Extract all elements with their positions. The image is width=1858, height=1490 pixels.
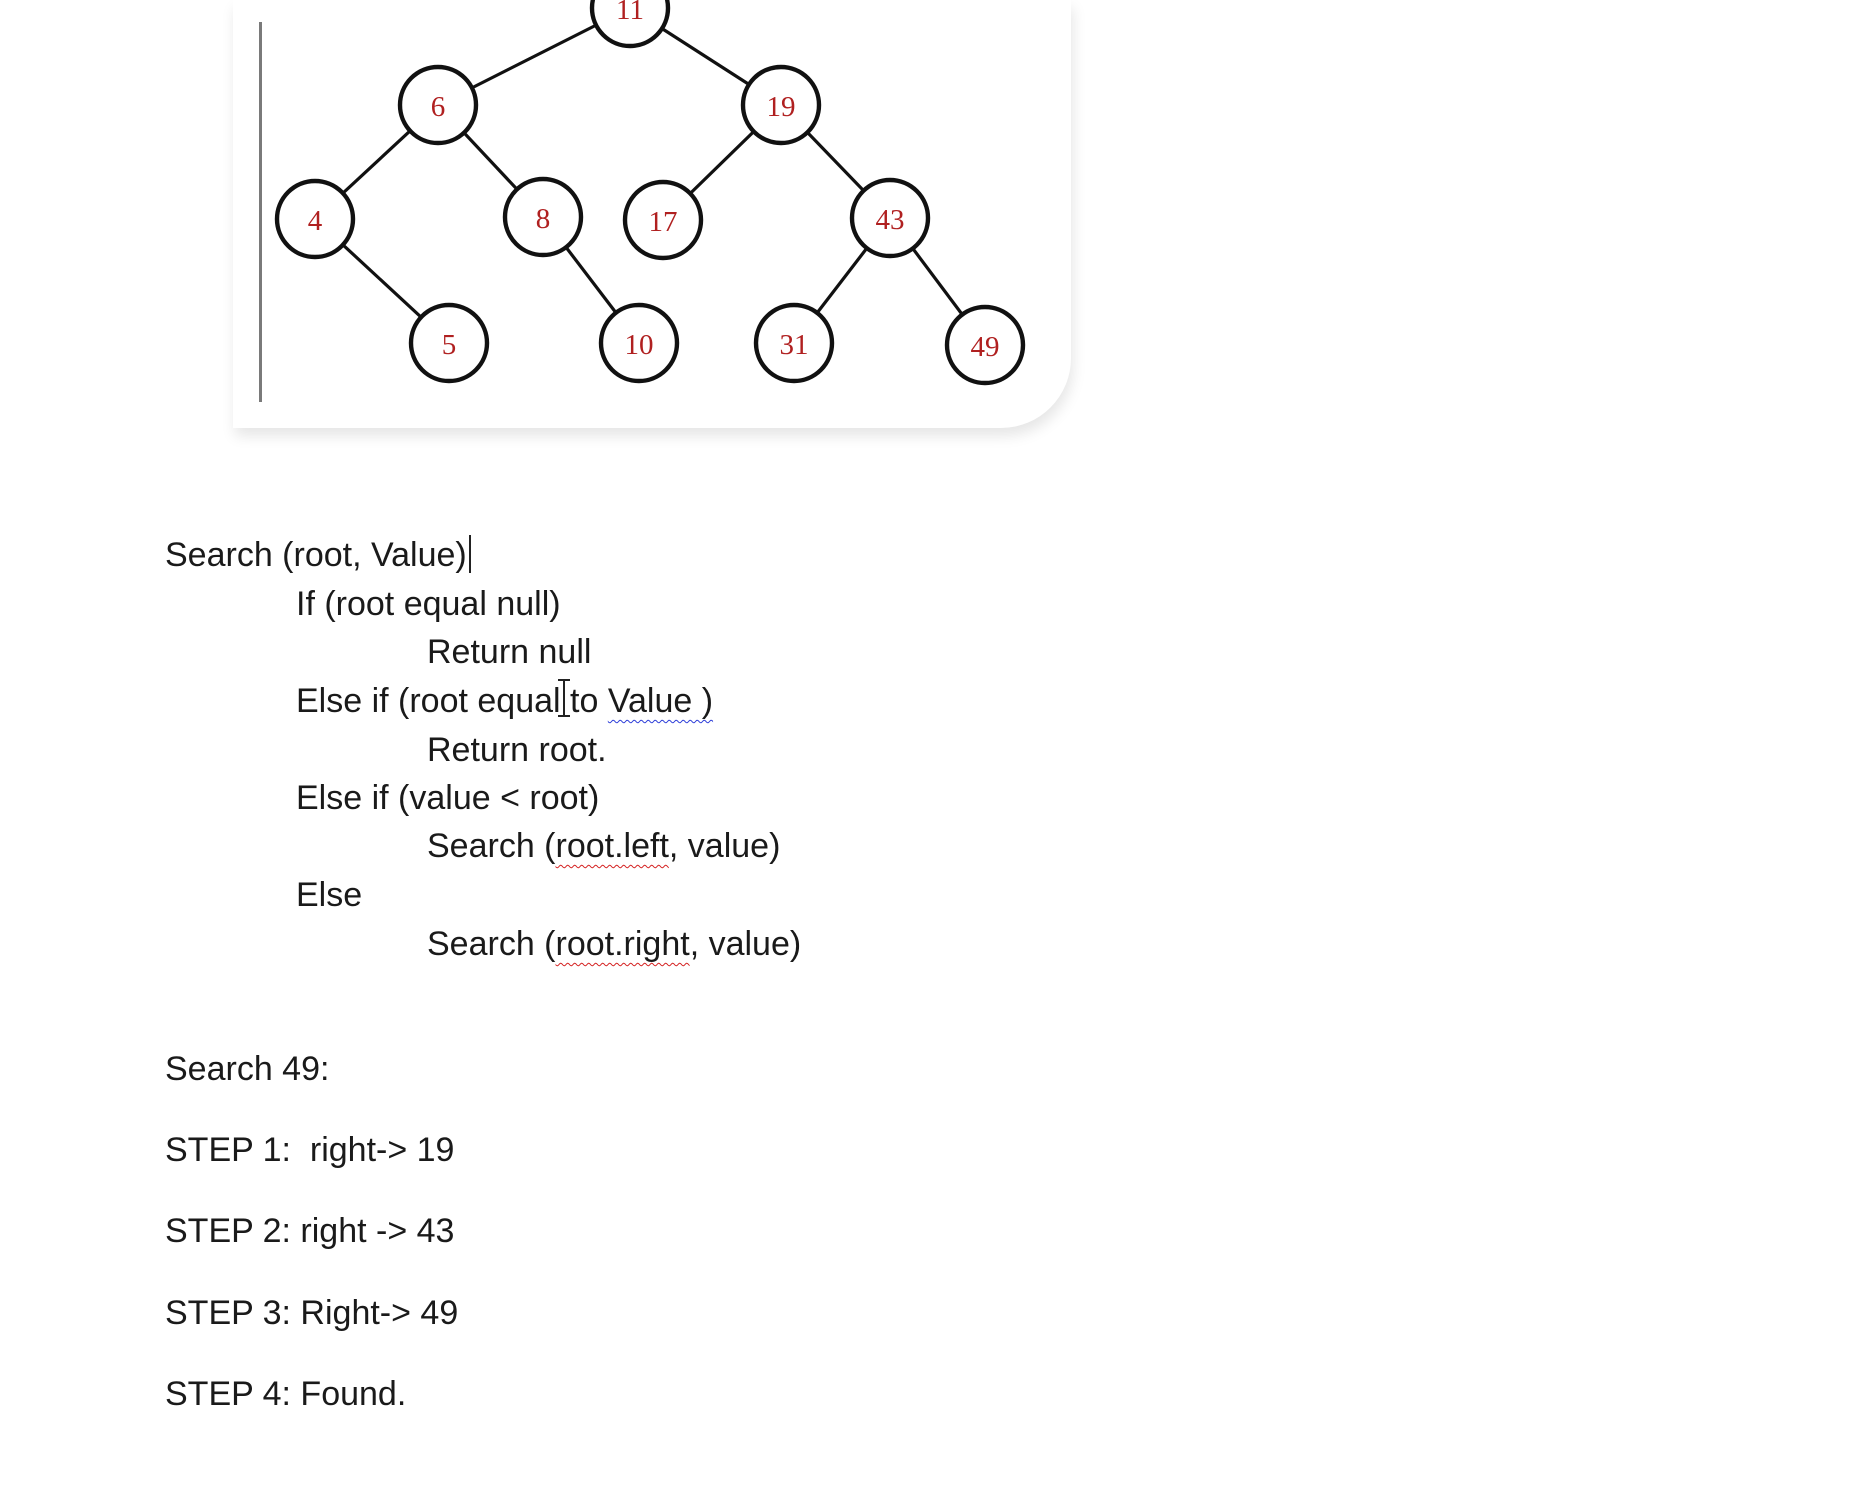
- pseudocode-elseif-equal: Else if (root equal to Value ): [296, 682, 714, 720]
- tree-node-circle: [397, 64, 479, 146]
- tree-node-label: 49: [971, 331, 1000, 363]
- tree-node-49: 49: [944, 304, 1026, 386]
- tree-node-label: 17: [649, 206, 678, 238]
- tree-node-circle: [849, 177, 931, 259]
- tree-node-circle: [408, 302, 490, 384]
- bst-diagram: 11 6 19 4 8 17 43 5 10 31 49: [233, 0, 1071, 428]
- tree-node-11: 11: [589, 0, 671, 49]
- tree-node-label: 43: [876, 204, 905, 236]
- pseudocode-return-null: Return null: [427, 633, 592, 671]
- tree-node-circle: [944, 304, 1026, 386]
- tree-node-label: 6: [431, 91, 446, 123]
- tree-node-4: 4: [274, 178, 356, 260]
- tree-node-8: 8: [502, 176, 584, 258]
- bst-svg: 11 6 19 4 8 17 43 5 10 31 49: [274, 0, 1026, 386]
- example-step-1: STEP 1: right-> 19: [165, 1131, 455, 1169]
- pseudocode-search-right: Search (root.right, value): [427, 925, 802, 963]
- example-step-3: STEP 3: Right-> 49: [165, 1294, 459, 1332]
- tree-node-31: 31: [753, 302, 835, 384]
- spell-flag-root-right: root.right: [555, 925, 690, 963]
- pseudocode-signature: Search (root, Value): [165, 535, 471, 575]
- tree-node-circle: [274, 178, 356, 260]
- pseudocode-elseif-less: Else if (value < root): [296, 779, 600, 817]
- tree-node-circle: [753, 302, 835, 384]
- tree-node-6: 6: [397, 64, 479, 146]
- tree-node-17: 17: [622, 179, 704, 261]
- text-caret: [468, 535, 471, 573]
- pseudocode-if-null: If (root equal null): [296, 585, 561, 623]
- figure-left-rule: [259, 22, 262, 402]
- tree-node-label: 19: [767, 91, 796, 123]
- tree-node-circle: [502, 176, 584, 258]
- ibeam-cursor-icon: [556, 678, 572, 718]
- tree-node-19: 19: [740, 64, 822, 146]
- grammar-flag-value: Value ): [607, 682, 714, 720]
- tree-node-label: 4: [308, 205, 323, 237]
- tree-node-circle: [598, 302, 680, 384]
- tree-node-5: 5: [408, 302, 490, 384]
- example-step-2: STEP 2: right -> 43: [165, 1212, 455, 1250]
- tree-node-circle: [589, 0, 671, 49]
- pseudocode-search-left: Search (root.left, value): [427, 827, 781, 865]
- tree-node-label: 31: [780, 329, 809, 361]
- example-heading: Search 49:: [165, 1050, 330, 1088]
- spell-flag-root-left: root.left: [555, 827, 669, 865]
- tree-node-label: 8: [536, 203, 551, 235]
- tree-node-label: 5: [442, 329, 457, 361]
- tree-node-43: 43: [849, 177, 931, 259]
- tree-node-circle: [622, 179, 704, 261]
- tree-node-10: 10: [598, 302, 680, 384]
- pseudocode-else: Else: [296, 876, 363, 914]
- pseudocode-return-root: Return root.: [427, 731, 607, 769]
- example-step-4: STEP 4: Found.: [165, 1375, 407, 1413]
- tree-node-circle: [740, 64, 822, 146]
- tree-node-label: 10: [625, 329, 654, 361]
- tree-node-label: 11: [616, 0, 644, 26]
